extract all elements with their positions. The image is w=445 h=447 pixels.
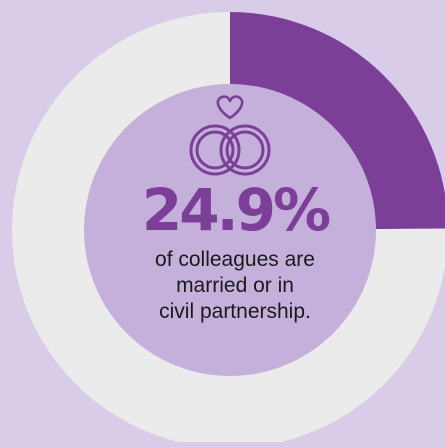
caption-line-3: civil partnership.	[159, 300, 311, 323]
stat-value: 24.9%	[141, 176, 331, 244]
caption-line-1: of colleagues are	[155, 248, 315, 271]
inner-disc	[84, 84, 376, 376]
wedding-rings-icon	[189, 124, 271, 176]
stat-caption: of colleagues are married or in civil pa…	[95, 247, 375, 325]
heart-icon	[216, 95, 244, 120]
caption-line-2: married or in	[176, 274, 294, 297]
